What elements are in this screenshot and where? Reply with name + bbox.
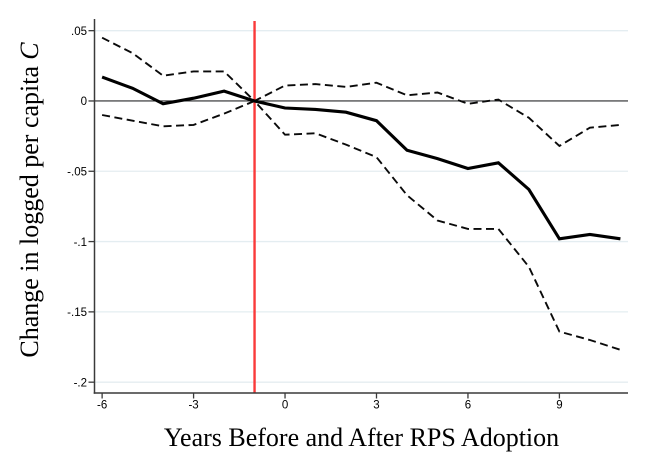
y-axis-title-italic-c: C xyxy=(15,42,44,60)
x-tick-label: 9 xyxy=(556,400,562,412)
y-tick-label: 0 xyxy=(81,96,87,108)
x-tick-label: -3 xyxy=(188,400,198,412)
x-tick-label: -6 xyxy=(97,400,107,412)
x-tick-label: 0 xyxy=(282,400,288,412)
y-tick-label: -.1 xyxy=(74,237,87,249)
y-axis-title-text: Change in logged per capita xyxy=(15,65,44,358)
ci-upper-dashed xyxy=(101,36,621,148)
y-tick-label: -.2 xyxy=(74,377,87,389)
x-tick-label: 3 xyxy=(373,400,379,412)
x-axis-title: Years Before and After RPS Adoption xyxy=(163,423,560,452)
y-tick-label: -.05 xyxy=(67,166,87,178)
y-tick-label: -.15 xyxy=(67,307,87,319)
y-axis-title: Change in logged per capita C xyxy=(10,0,50,400)
point-estimate-solid xyxy=(101,75,621,241)
x-tick-label: 6 xyxy=(465,400,471,412)
y-tick-label: .05 xyxy=(71,26,87,38)
